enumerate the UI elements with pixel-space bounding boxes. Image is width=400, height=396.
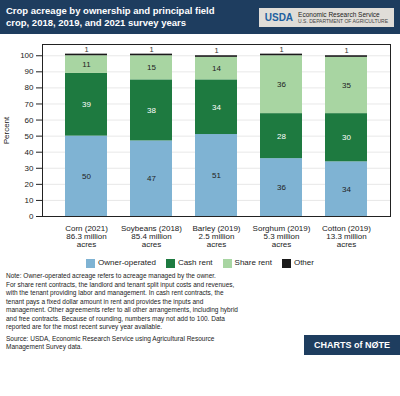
svg-text:11: 11 <box>82 60 91 69</box>
html-text:Other: Other <box>293 258 314 268</box>
svg-text:Barley (2019)2.5 millionacres: Barley (2019)2.5 millionacres <box>192 224 240 249</box>
svg-text:100: 100 <box>20 51 34 60</box>
svg-text:38: 38 <box>147 106 156 115</box>
svg-text:34: 34 <box>212 103 221 112</box>
svg-text:Cotton (2019)13.3 millionacres: Cotton (2019)13.3 millionacres <box>322 224 371 249</box>
svg-text:30: 30 <box>342 133 351 142</box>
svg-text:70: 70 <box>25 100 34 109</box>
svg-text:Corn (2021)86.3 millionacres: Corn (2021)86.3 millionacres <box>65 224 108 249</box>
svg-text:50: 50 <box>82 172 91 181</box>
svg-text:34: 34 <box>342 185 351 194</box>
svg-text:51: 51 <box>212 171 221 180</box>
svg-text:60: 60 <box>25 116 34 125</box>
html-text:Share rent: Share rent <box>234 258 272 268</box>
svg-text:80: 80 <box>25 83 34 92</box>
svg-text:36: 36 <box>277 80 286 89</box>
html-text:USDA Economic Research Service: USDA Economic Research Service <box>264 10 380 23</box>
html-text:Cash rent: Cash rent <box>177 258 213 268</box>
svg-text:1: 1 <box>344 46 348 55</box>
svg-text:47: 47 <box>147 174 156 183</box>
svg-text:39: 39 <box>82 100 91 109</box>
svg-text:36: 36 <box>277 183 286 192</box>
html-text:CHARTS of NØTE: CHARTS of NØTE <box>314 339 390 350</box>
svg-text:0: 0 <box>29 212 34 221</box>
svg-text:14: 14 <box>212 64 221 73</box>
html-text:Owner-operated: Owner-operated <box>98 258 156 268</box>
svg-text:15: 15 <box>147 63 156 72</box>
html-text:Crop acreage by ownership and: Crop acreage by ownership and principal … <box>6 5 215 28</box>
svg-text:Percent: Percent <box>2 116 11 144</box>
svg-text:Sorghum (2019)5.3 millionacres: Sorghum (2019)5.3 millionacres <box>253 224 311 249</box>
html-text:Source: USDA, Economic Researc: Source: USDA, Economic Research Service … <box>6 334 215 350</box>
svg-text:1: 1 <box>149 45 153 54</box>
svg-text:35: 35 <box>342 81 351 90</box>
svg-text:40: 40 <box>25 148 34 157</box>
svg-text:1: 1 <box>279 45 283 54</box>
svg-text:28: 28 <box>277 132 286 141</box>
svg-text:Soybeans (2018)85.4 millionacr: Soybeans (2018)85.4 millionacres <box>121 224 182 249</box>
svg-text:50: 50 <box>25 132 34 141</box>
svg-text:1: 1 <box>214 46 218 55</box>
svg-text:90: 90 <box>25 67 34 76</box>
svg-text:1: 1 <box>84 45 88 54</box>
html-text:Note: Owner-operated acreage r: Note: Owner-operated acreage refers to a… <box>6 272 238 330</box>
svg-text:30: 30 <box>25 164 34 173</box>
svg-text:10: 10 <box>25 196 34 205</box>
svg-text:20: 20 <box>25 180 34 189</box>
html-text:U.S. DEPARTMENT OF AGRICULTURE: U.S. DEPARTMENT OF AGRICULTURE <box>298 17 388 24</box>
